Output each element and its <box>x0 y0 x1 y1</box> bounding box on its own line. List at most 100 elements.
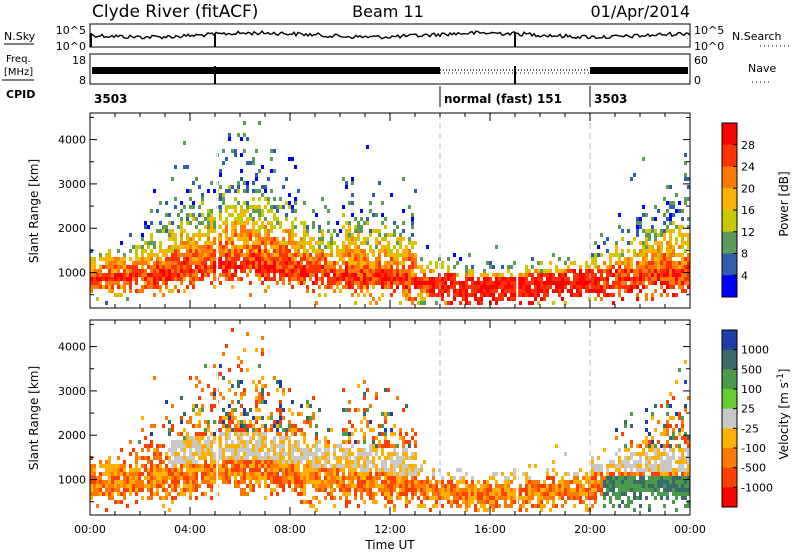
power-cell <box>246 161 249 165</box>
velocity-cell <box>237 400 240 404</box>
power-cell <box>309 253 312 257</box>
power-cell <box>663 261 666 265</box>
velocity-cell <box>171 448 174 452</box>
power-cell <box>687 269 690 273</box>
power-cell <box>363 241 366 245</box>
power-cell <box>192 257 195 261</box>
velocity-cell <box>342 408 345 412</box>
velocity-cell <box>228 420 231 424</box>
velocity-cell <box>675 508 678 512</box>
velocity-cell <box>471 476 474 480</box>
velocity-cell <box>351 432 354 436</box>
velocity-cell <box>681 420 684 424</box>
power-cell <box>165 265 168 269</box>
velocity-cell <box>687 444 690 448</box>
velocity-cell <box>324 496 327 500</box>
velocity-cell <box>159 460 162 464</box>
velocity-cell <box>684 456 687 460</box>
velocity-cell <box>585 508 588 512</box>
velocity-cell <box>204 476 207 480</box>
velocity-cell <box>237 468 240 472</box>
power-cell <box>189 197 192 201</box>
velocity-cell <box>192 464 195 468</box>
power-cell <box>360 285 363 289</box>
velocity-cell <box>318 500 321 504</box>
velocity-cell <box>135 500 138 504</box>
velocity-cell <box>360 480 363 484</box>
power-cell <box>162 281 165 285</box>
velocity-cell <box>165 400 168 404</box>
velocity-cell <box>624 484 627 488</box>
power-cell <box>192 245 195 249</box>
velocity-cell <box>297 472 300 476</box>
velocity-cell <box>297 492 300 496</box>
power-cell <box>246 253 249 257</box>
velocity-cell <box>306 460 309 464</box>
velocity-cell <box>498 492 501 496</box>
power-cell <box>573 269 576 273</box>
velocity-cell <box>225 412 228 416</box>
velocity-cell <box>201 388 204 392</box>
power-cell <box>354 225 357 229</box>
power-cell <box>354 301 357 305</box>
power-colorbar-swatch <box>722 166 737 189</box>
power-cell <box>672 285 675 289</box>
velocity-cell <box>141 416 144 420</box>
velocity-cell <box>615 436 618 440</box>
power-cell <box>531 281 534 285</box>
velocity-cell <box>324 480 327 484</box>
velocity-cell <box>183 448 186 452</box>
power-cell <box>330 277 333 281</box>
power-cell <box>243 257 246 261</box>
power-cell <box>351 249 354 253</box>
velocity-cell <box>564 452 567 456</box>
velocity-cell <box>417 504 420 508</box>
velocity-cell <box>222 456 225 460</box>
power-cell <box>162 225 165 229</box>
power-cell <box>558 281 561 285</box>
power-cell <box>507 289 510 293</box>
power-cell <box>243 209 246 213</box>
velocity-cell <box>441 476 444 480</box>
velocity-cell <box>405 404 408 408</box>
power-cell <box>591 257 594 261</box>
velocity-cell <box>177 472 180 476</box>
velocity-cell <box>675 380 678 384</box>
power-cell <box>678 209 681 213</box>
power-cell <box>189 221 192 225</box>
velocity-cell <box>504 500 507 504</box>
power-cell <box>228 133 231 137</box>
power-cell <box>231 265 234 269</box>
velocity-cell <box>411 436 414 440</box>
power-cell <box>198 229 201 233</box>
velocity-cell <box>177 456 180 460</box>
velocity-cell <box>327 444 330 448</box>
velocity-cell <box>648 484 651 488</box>
velocity-cell <box>291 468 294 472</box>
velocity-cell <box>363 416 366 420</box>
power-cell <box>165 229 168 233</box>
power-cell <box>171 289 174 293</box>
power-cell <box>171 265 174 269</box>
power-cell <box>159 269 162 273</box>
velocity-cell <box>249 424 252 428</box>
velocity-cell <box>468 500 471 504</box>
velocity-cell <box>408 444 411 448</box>
power-cell <box>195 261 198 265</box>
power-cell <box>264 289 267 293</box>
velocity-cell <box>195 496 198 500</box>
velocity-cell <box>669 480 672 484</box>
velocity-cell <box>204 364 207 368</box>
velocity-cell <box>264 476 267 480</box>
velocity-cell <box>258 416 261 420</box>
velocity-cell <box>504 504 507 508</box>
power-cell <box>642 281 645 285</box>
velocity-cell <box>381 444 384 448</box>
power-cell <box>600 297 603 301</box>
power-cell <box>417 301 420 305</box>
velocity-cell <box>648 480 651 484</box>
velocity-cell <box>303 420 306 424</box>
velocity-cell <box>201 444 204 448</box>
velocity-cell <box>255 460 258 464</box>
